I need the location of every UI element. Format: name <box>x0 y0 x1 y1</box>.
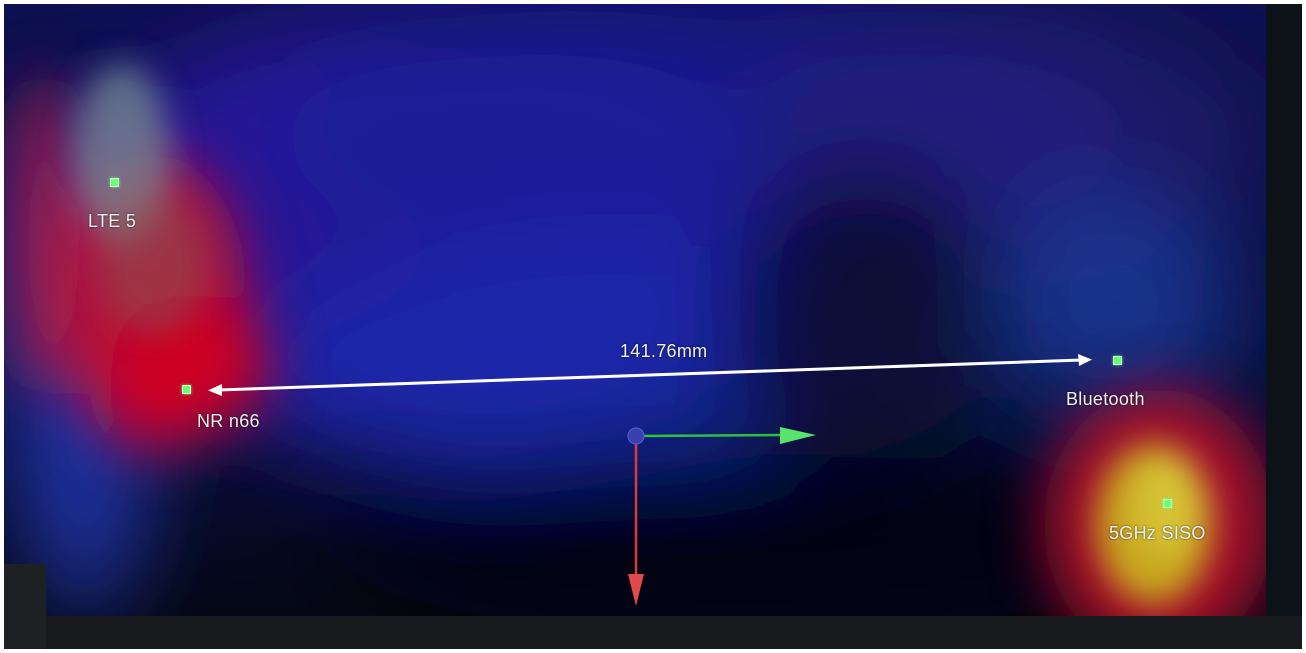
antenna-label-nrn66: NR n66 <box>197 411 260 431</box>
axis-gizmo[interactable] <box>627 427 816 606</box>
viewport-bottom-left-edge <box>4 564 46 649</box>
antenna-marker-wifi5g[interactable] <box>1163 499 1172 508</box>
x-axis-line <box>635 433 787 438</box>
antenna-label-wifi5g: 5GHz SISO <box>1109 523 1206 543</box>
x-axis-arrow-icon <box>780 427 816 444</box>
viewport-right-edge <box>1266 4 1302 616</box>
antenna-marker-lte5[interactable] <box>110 178 119 187</box>
measure-arrow-left-icon <box>208 384 222 396</box>
measurement-line[interactable] <box>208 354 1092 396</box>
antenna-marker-nrn66[interactable] <box>182 385 191 394</box>
heatmap-viewport[interactable]: 141.76mm LTE 5 NR n66 Bluetooth 5GHz SIS… <box>4 4 1302 649</box>
measurement-distance-label: 141.76mm <box>620 341 708 361</box>
axis-origin-icon <box>627 427 645 445</box>
antenna-label-lte5: LTE 5 <box>88 211 137 231</box>
antenna-label-bluetooth: Bluetooth <box>1066 389 1145 409</box>
antenna-marker-bluetooth[interactable] <box>1113 356 1122 365</box>
measure-arrow-right-icon <box>1078 354 1092 366</box>
field-heatmap <box>4 4 1302 649</box>
viewport-bottom-edge <box>4 616 1302 649</box>
y-axis-arrow-icon <box>628 574 644 606</box>
annotation-overlay <box>208 354 1092 606</box>
